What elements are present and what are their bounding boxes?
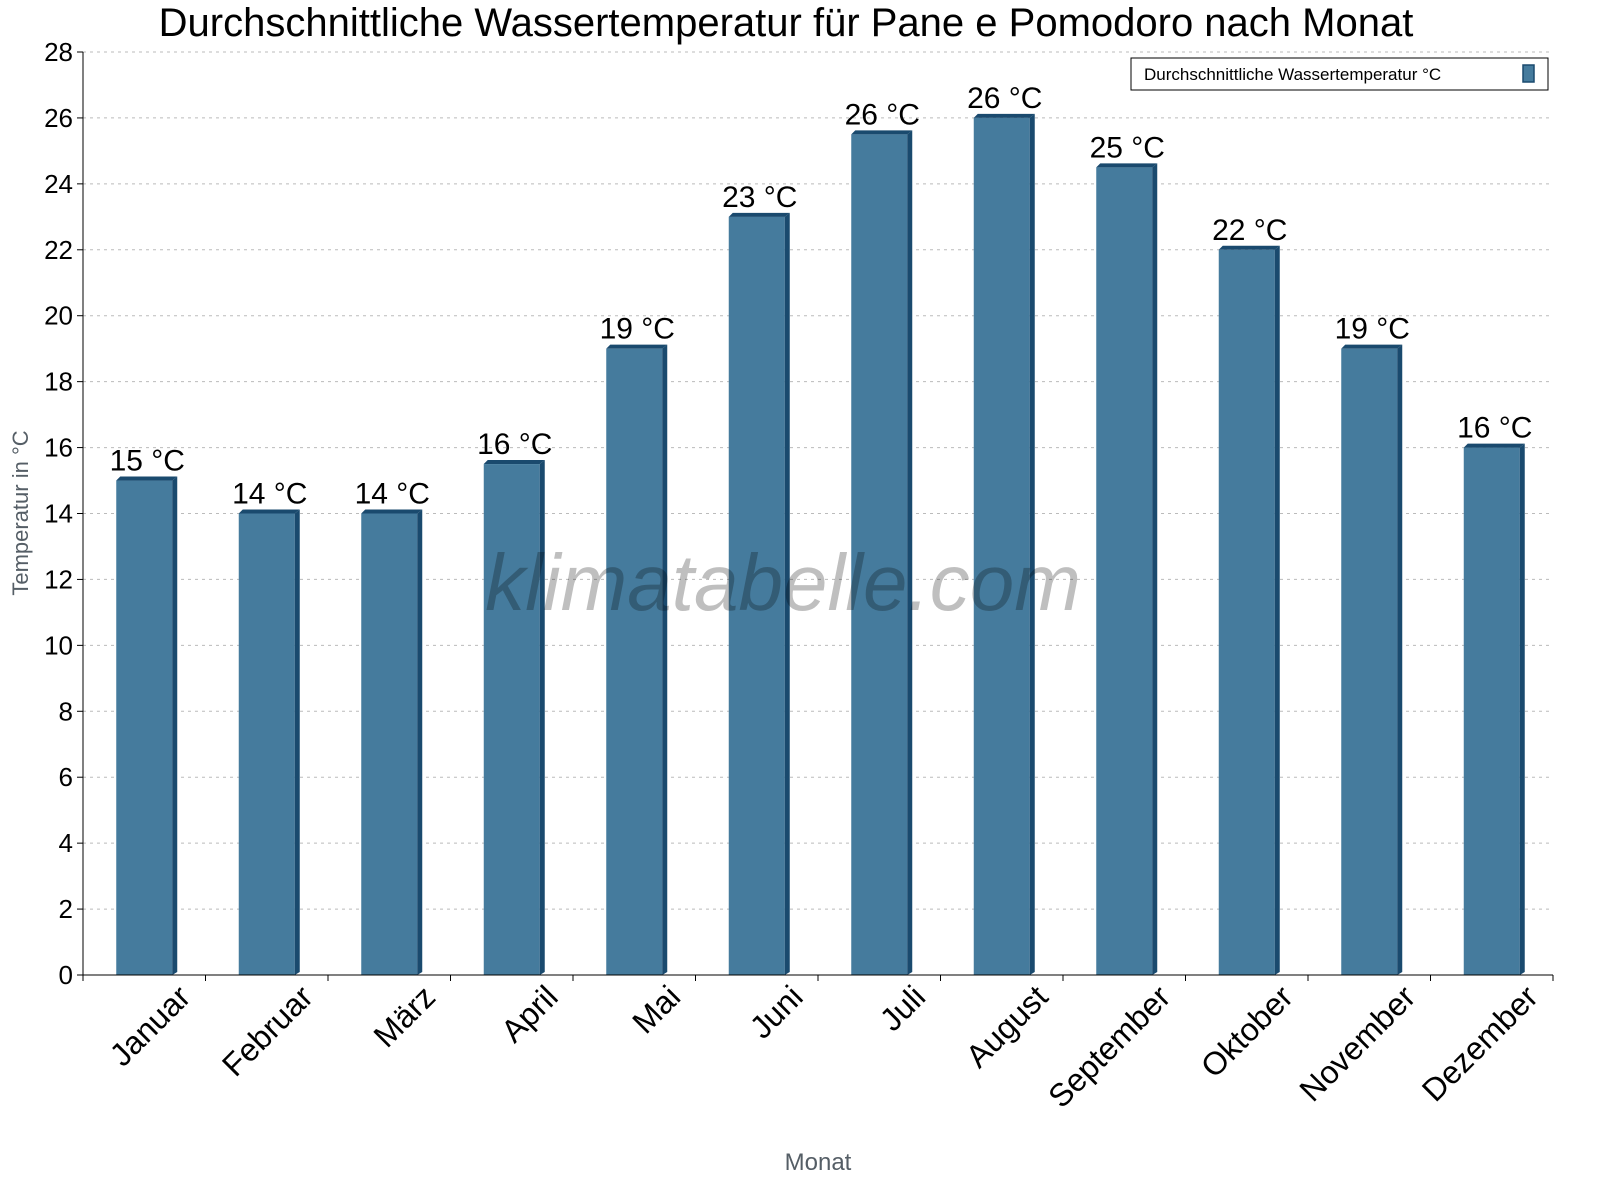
bar-top <box>606 344 668 349</box>
bar-side <box>294 509 300 975</box>
bar <box>361 513 418 975</box>
bar-side <box>662 344 668 975</box>
data-label: 23 °C <box>722 181 797 214</box>
bar-top <box>1463 443 1525 448</box>
bar <box>1218 249 1275 976</box>
data-label: 19 °C <box>1335 313 1410 346</box>
y-tick-label: 24 <box>44 169 73 199</box>
x-tick-label: Juni <box>743 978 810 1045</box>
y-axis-label: Temperatur in °C <box>8 430 33 595</box>
data-label: 14 °C <box>232 478 307 511</box>
x-tick-label: September <box>1041 978 1177 1114</box>
y-tick-label: 26 <box>44 103 73 133</box>
x-tick-label: Februar <box>215 978 320 1083</box>
bar-side <box>1029 113 1035 975</box>
watermark: klimatabelle.com <box>485 538 1081 627</box>
bar <box>728 216 785 976</box>
y-tick-label: 8 <box>59 696 73 726</box>
chart-title: Durchschnittliche Wassertemperatur für P… <box>159 1 1414 45</box>
bar-side <box>907 130 913 976</box>
data-label: 16 °C <box>477 428 552 461</box>
y-tick-label: 14 <box>44 499 73 529</box>
bar-top <box>1096 163 1158 168</box>
data-label: 26 °C <box>967 82 1042 115</box>
bar-side <box>1519 443 1525 976</box>
bar <box>1463 447 1520 976</box>
x-tick-label: Juli <box>873 978 932 1037</box>
x-tick-label: August <box>959 978 1055 1074</box>
legend-box <box>1130 57 1549 91</box>
bar <box>973 117 1030 975</box>
bar-top <box>483 460 545 465</box>
bar-side <box>1152 163 1158 975</box>
legend-swatch <box>1522 64 1535 83</box>
x-tick-label: März <box>366 978 442 1054</box>
bar-top <box>851 130 913 135</box>
legend-label: Durchschnittliche Wassertemperatur °C <box>1144 65 1441 84</box>
bar-top <box>116 476 178 481</box>
data-label: 14 °C <box>355 478 430 511</box>
data-label: 15 °C <box>110 445 185 478</box>
x-tick-label: Mai <box>625 978 687 1040</box>
data-label: 25 °C <box>1090 131 1165 164</box>
y-tick-label: 10 <box>44 630 73 660</box>
data-label: 22 °C <box>1212 214 1287 247</box>
bar-top <box>973 113 1035 118</box>
data-label: 16 °C <box>1457 412 1532 445</box>
bar <box>1096 167 1153 975</box>
bar-side <box>784 212 790 976</box>
y-tick-label: 28 <box>44 37 73 67</box>
bar <box>238 513 295 975</box>
data-label: 19 °C <box>600 313 675 346</box>
bar <box>851 134 908 976</box>
bars: 15 °C 14 °C 14 °C 16 °C 19 °C 23 °C 26 °C 26 °C… <box>110 82 1532 976</box>
data-label: 26 °C <box>845 98 920 131</box>
bar <box>116 480 173 975</box>
bar-side <box>1274 245 1280 976</box>
bar-side <box>539 460 545 975</box>
bar-top <box>1341 344 1403 349</box>
bar-top <box>361 509 423 514</box>
y-tick-label: 12 <box>44 564 73 594</box>
bar-side <box>417 509 423 975</box>
x-tick-label: April <box>494 978 565 1049</box>
legend[interactable]: Durchschnittliche Wassertemperatur °C <box>1130 57 1549 91</box>
bar-top <box>728 212 790 217</box>
bar-top <box>1218 245 1280 250</box>
y-tick-label: 18 <box>44 367 73 397</box>
x-tick-label: Oktober <box>1194 978 1300 1084</box>
bar-side <box>1397 344 1403 975</box>
bar-top <box>238 509 300 514</box>
x-tick-label: Januar <box>103 978 198 1073</box>
x-tick-label: Dezember <box>1415 978 1545 1108</box>
bar-side <box>172 476 178 975</box>
bar <box>483 464 540 975</box>
bar <box>1341 348 1398 975</box>
x-tick-label: November <box>1292 978 1422 1108</box>
grid <box>83 51 1553 910</box>
y-tick-label: 2 <box>59 894 73 924</box>
bar <box>606 348 663 975</box>
y-tick-label: 20 <box>44 301 73 331</box>
x-axis-label: Monat <box>785 1149 852 1176</box>
y-tick-label: 6 <box>59 762 73 792</box>
y-tick-label: 0 <box>59 960 73 990</box>
y-tick-label: 16 <box>44 433 73 463</box>
y-tick-label: 4 <box>59 828 73 858</box>
y-tick-label: 22 <box>44 235 73 265</box>
